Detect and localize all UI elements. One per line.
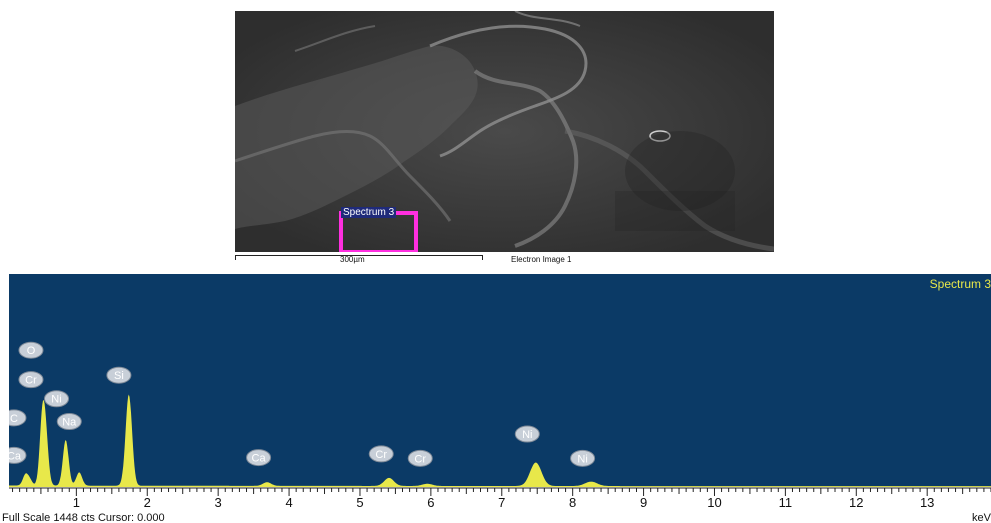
- peak-label-text: Ni: [577, 453, 587, 465]
- x-tick-label: 6: [427, 495, 434, 510]
- peak-label-na[interactable]: Na: [56, 413, 82, 431]
- peak-label-si[interactable]: Si: [106, 366, 132, 384]
- scale-label: 300µm: [340, 255, 365, 264]
- peak-label-text: Ca: [9, 450, 22, 462]
- x-axis-svg: 1 2 3 4 5 6 7 8 9 10 11 12 13: [9, 487, 991, 510]
- peak-label-text: Cr: [25, 375, 37, 387]
- x-tick-label: 2: [144, 495, 151, 510]
- peak-label-text: Ni: [522, 429, 532, 441]
- peak-label-ca[interactable]: Ca: [246, 449, 272, 467]
- peak-label-text: Cr: [414, 453, 426, 465]
- spectrum-marker-label: Spectrum 3: [341, 207, 397, 218]
- peak-label-ni[interactable]: Ni: [514, 425, 540, 443]
- x-tick-label: 9: [640, 495, 647, 510]
- electron-image[interactable]: Spectrum 3: [235, 11, 774, 252]
- peak-label-text: Ca: [252, 453, 267, 465]
- peak-label-c[interactable]: C: [9, 409, 27, 427]
- peak-label-text: Na: [62, 417, 77, 429]
- x-tick-label: 4: [285, 495, 292, 510]
- peak-label-cr[interactable]: Cr: [18, 371, 44, 389]
- peak-label-cr[interactable]: Cr: [407, 449, 433, 467]
- peak-label-text: O: [27, 345, 36, 357]
- x-axis: 1 2 3 4 5 6 7 8 9 10 11 12 13: [0, 487, 991, 523]
- x-tick-label: 7: [498, 495, 505, 510]
- peak-label-text: Ni: [51, 394, 61, 406]
- x-tick-label: 10: [707, 495, 721, 510]
- x-tick-label: 11: [779, 495, 793, 510]
- x-tick-label: 1: [73, 495, 80, 510]
- spectrum-plot[interactable]: C Ca O Cr Ni Na Si Ca Cr Cr Ni Ni Spectrum 3: [9, 274, 991, 487]
- x-tick-label: 12: [849, 495, 863, 510]
- spectrum-title: Spectrum 3: [929, 277, 991, 291]
- x-tick-label: 13: [920, 495, 934, 510]
- sem-texture: [235, 11, 774, 252]
- peak-label-o[interactable]: O: [18, 341, 44, 359]
- peak-label-cr[interactable]: Cr: [368, 445, 394, 463]
- peak-label-text: C: [10, 413, 18, 425]
- image-label: Electron Image 1: [511, 255, 572, 264]
- peak-label-text: Si: [114, 370, 124, 382]
- x-tick-label: 5: [356, 495, 363, 510]
- scale-bar: [235, 255, 483, 260]
- peak-label-ni[interactable]: Ni: [44, 390, 70, 408]
- peak-label-text: Cr: [375, 449, 387, 461]
- status-text: Full Scale 1448 cts Cursor: 0.000: [2, 512, 165, 523]
- x-unit-label: keV: [972, 512, 991, 523]
- peak-label-ca[interactable]: Ca: [9, 446, 27, 464]
- peak-label-ni[interactable]: Ni: [570, 449, 596, 467]
- x-tick-label: 3: [215, 495, 222, 510]
- spectrum-trace: [9, 394, 991, 487]
- scale-row: 300µm Electron Image 1: [235, 252, 774, 266]
- x-tick-label: 8: [569, 495, 576, 510]
